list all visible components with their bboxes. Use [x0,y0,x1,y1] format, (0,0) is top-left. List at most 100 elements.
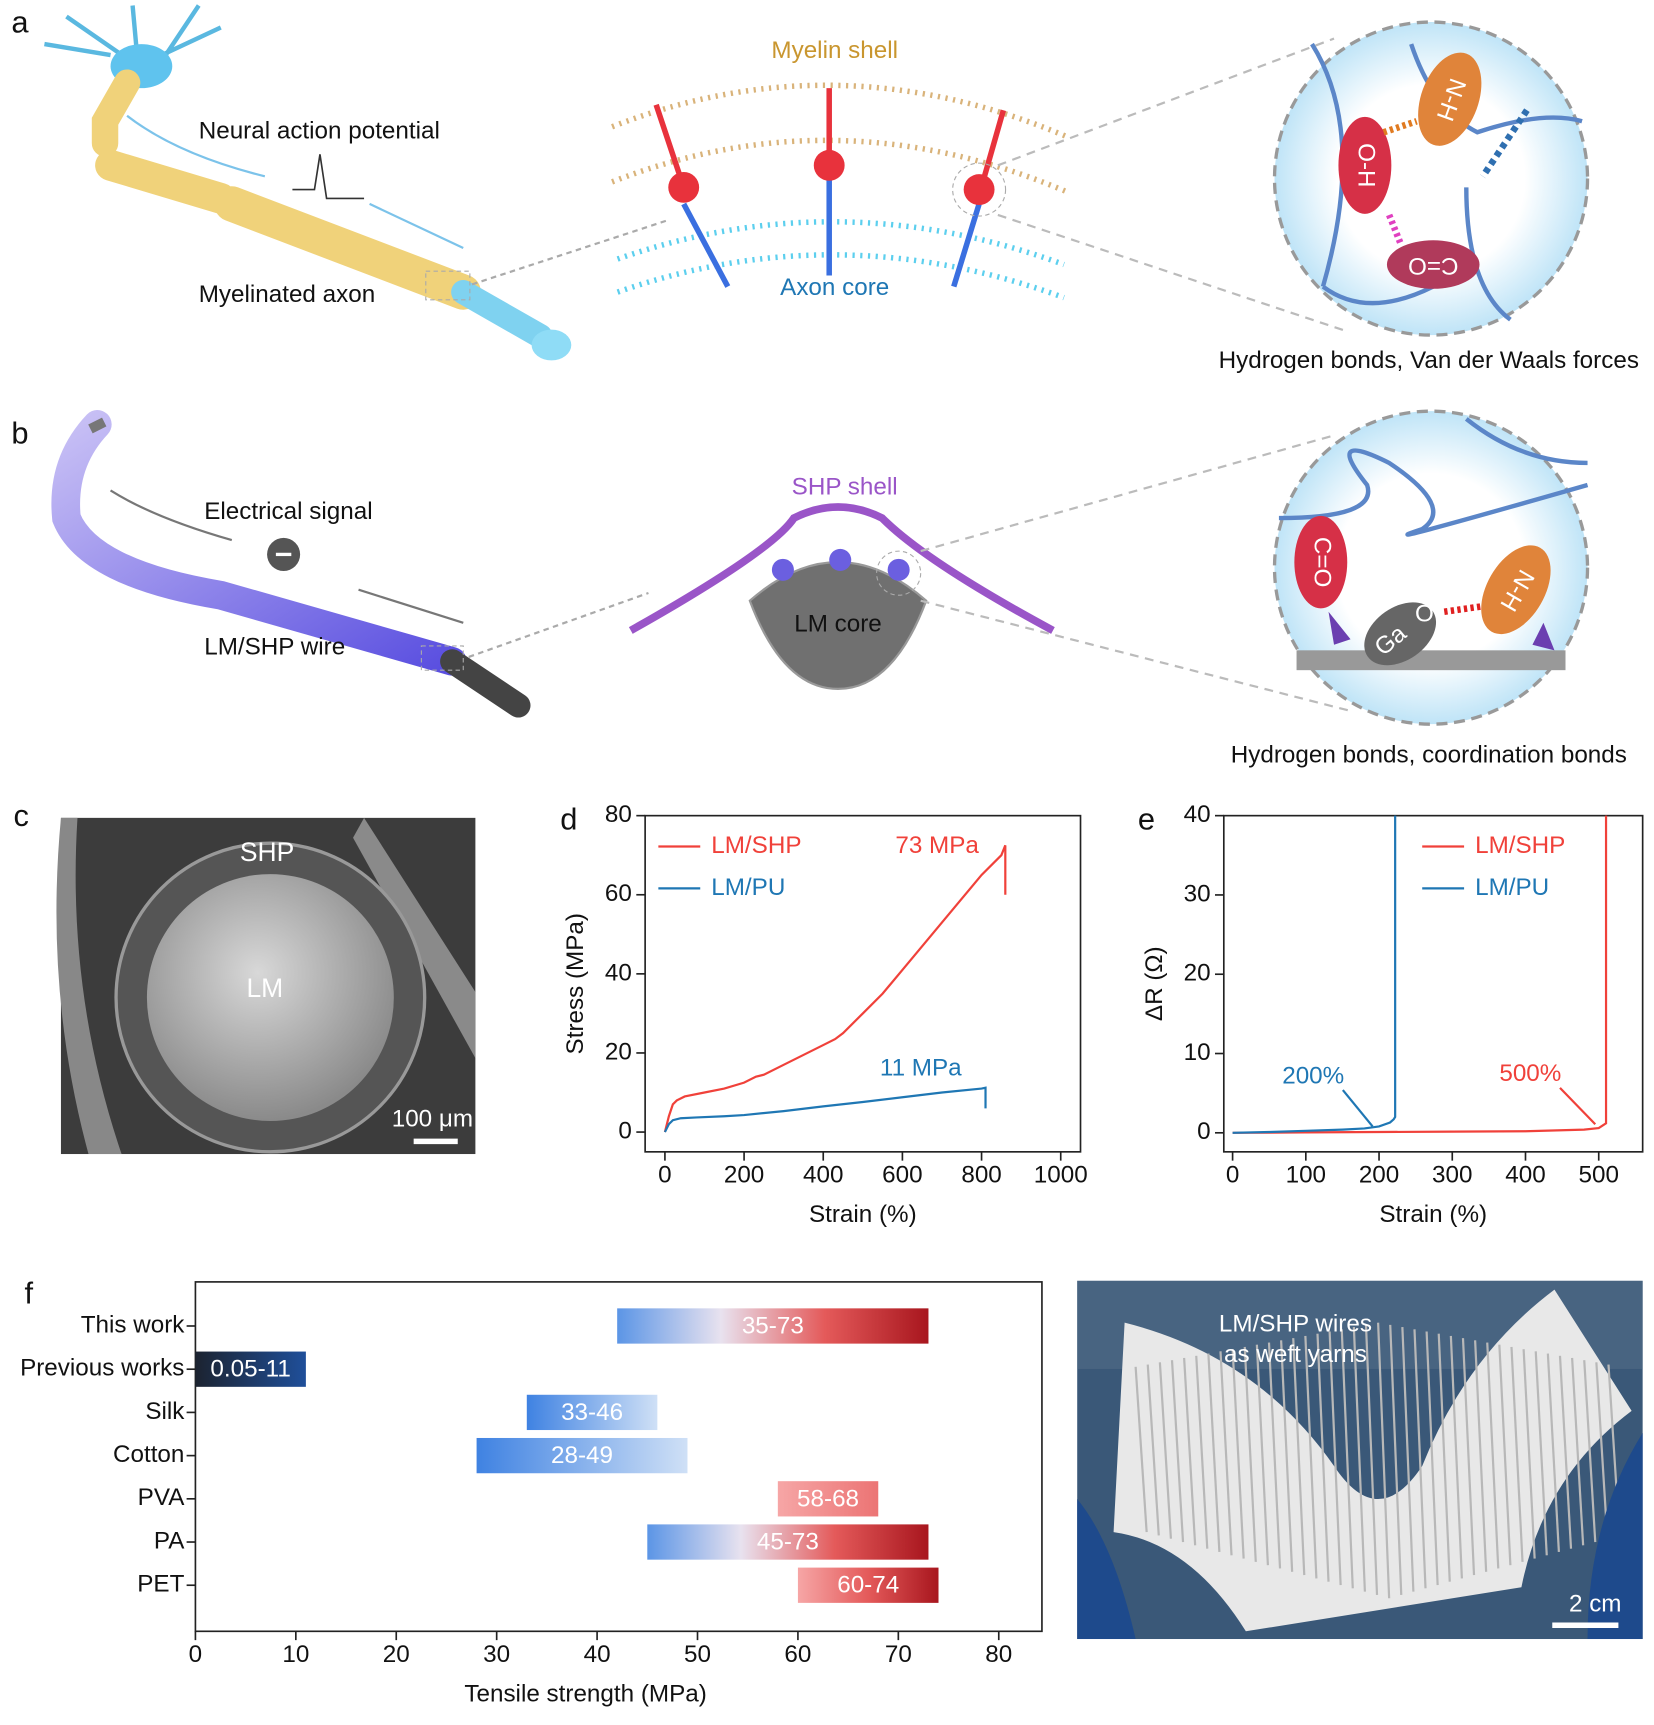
yarn [1183,1357,1197,1546]
yarn [1364,1324,1379,1595]
wire [51,410,467,676]
x-tick-label: 600 [882,1161,922,1188]
y-tick-label: PET [137,1571,184,1598]
y-tick-label: PVA [138,1484,186,1511]
arrow [358,588,464,624]
bar-label: 0.05-11 [210,1356,290,1383]
bar-label: 45-73 [757,1529,819,1556]
yarn [1146,1364,1160,1536]
legend-label: LM/SHP [711,832,801,859]
x-tick-label: 60 [784,1641,811,1668]
x-tick-label: 0 [1226,1161,1239,1188]
yarn [1449,1335,1463,1579]
range-bar [797,1567,939,1603]
annotation: 73 MPa [895,832,979,859]
bond-label: O [1415,600,1434,627]
x-tick-label: 200 [1359,1161,1399,1188]
x-tick-label: 20 [383,1641,410,1668]
shell [628,503,1055,634]
dendrites [44,4,222,69]
yarn [1170,1360,1185,1543]
yarn [1413,1329,1427,1589]
yarn [1389,1324,1403,1595]
x-tick-label: 10 [282,1641,309,1668]
wire-tip [88,417,107,434]
yarn [1304,1335,1318,1579]
zoom-circle [952,162,1007,217]
range-bar [647,1524,929,1560]
zoom-circle [876,550,922,596]
yarn [1571,1357,1585,1546]
panel-c: SHP LM 100 μm [56,817,476,1155]
chains [1278,417,1589,537]
x-tick-label: 30 [483,1641,510,1668]
x-axis-label: Strain (%) [1379,1201,1487,1228]
label: LM/SHP wire [204,634,345,661]
scale-label: 100 μm [392,1105,473,1132]
y-tick-label: 60 [605,880,632,907]
panel-a: Neural action potential Myelinated axon … [44,4,1639,374]
group [1338,116,1392,214]
x-tick-label: 300 [1432,1161,1472,1188]
yarn [1280,1340,1294,1572]
bond [1480,108,1530,179]
yarn [1461,1338,1476,1576]
pins [653,88,1007,288]
label: SHP shell [792,474,898,501]
panel-letter: f [25,1275,34,1310]
x-tick-label: 400 [803,1161,843,1188]
yarn [1498,1344,1512,1566]
bond-label: O-H [1352,143,1379,187]
axon-core [451,279,553,349]
group [1481,545,1551,635]
yarn [1510,1346,1524,1562]
yarn [1352,1327,1366,1592]
yarn [1486,1342,1500,1569]
bar-label: 35-73 [742,1312,804,1339]
plot-frame [194,1281,1043,1633]
x-tick-label: 100 [1286,1161,1326,1188]
y-tick-label: 0 [618,1117,631,1144]
range-bar [617,1308,929,1344]
label: LM core [794,610,882,637]
x-tick-label: 40 [584,1641,611,1668]
range-bar [777,1481,879,1517]
annotation: 500% [1499,1060,1561,1087]
axon-segment [95,149,237,214]
group [1418,52,1482,146]
label: Axon core [780,274,889,301]
yarn [1158,1362,1172,1539]
y-tick-label: Cotton [113,1441,184,1468]
label: SHP [240,837,294,867]
yarn [1583,1360,1597,1543]
label: LM [246,973,283,1003]
x-axis-label: Tensile strength (MPa) [464,1681,706,1708]
annotation: 200% [1282,1062,1344,1089]
x-tick-label: 80 [985,1641,1012,1668]
arrow [126,114,266,178]
myelin-layer [611,137,1071,196]
x-tick-label: 70 [885,1641,912,1668]
x-tick-label: 500 [1579,1161,1619,1188]
yarn [1231,1349,1245,1559]
group [1386,240,1480,289]
annotation: 11 MPa [880,1055,962,1082]
caption: Hydrogen bonds, coordination bonds [1231,742,1627,769]
axon-layer [616,219,1065,268]
legend-label: LM/SHP [1475,832,1565,859]
plot-frame [644,814,1082,1153]
yarn [1267,1342,1282,1569]
bar-label: 33-46 [561,1399,623,1426]
y-tick-label: 0 [1197,1118,1210,1145]
axon-segment [91,69,141,157]
group [1294,515,1348,609]
series-line [1232,815,1397,1134]
zoom-line [471,219,668,286]
x-tick-label: 800 [961,1161,1001,1188]
series-line [663,844,1007,1133]
panel-letter: a [11,4,29,39]
label: Neural action potential [199,118,440,145]
yarn [1558,1355,1573,1549]
bar-label: 28-49 [551,1442,613,1469]
bond-label: C=O [1308,537,1335,588]
